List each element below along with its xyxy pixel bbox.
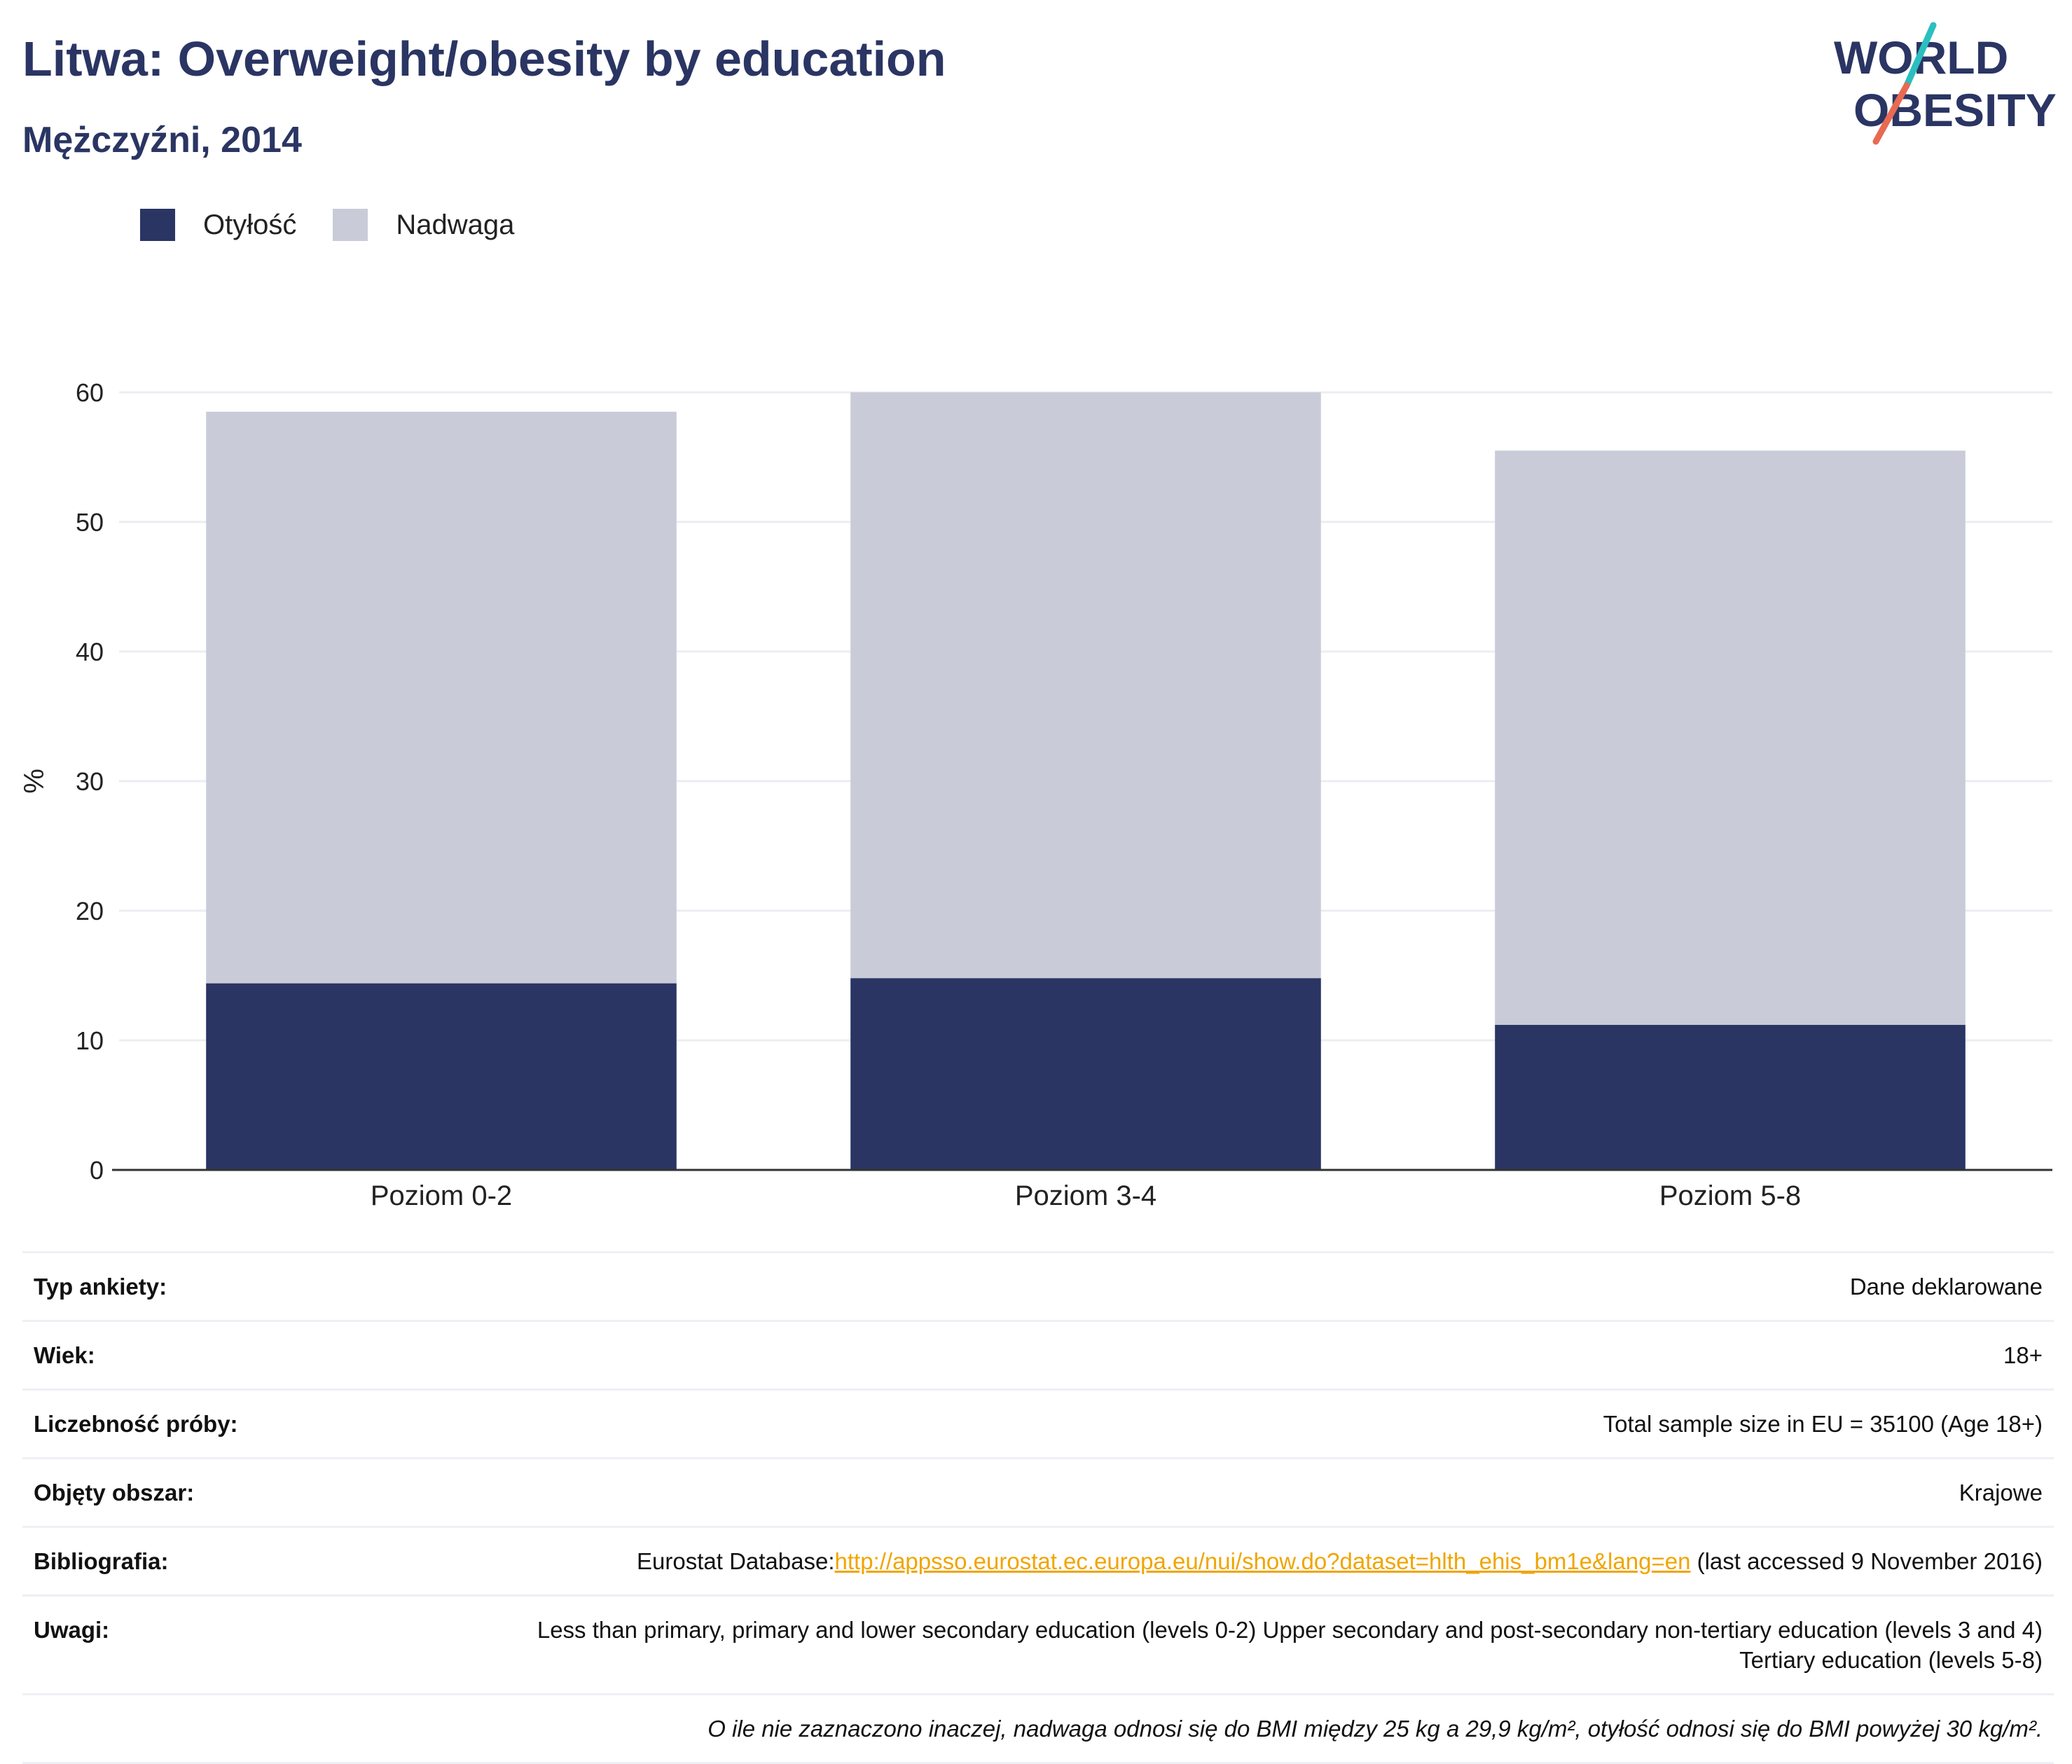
bar-obesity — [850, 978, 1321, 1170]
meta-key-area: Objęty obszar: — [34, 1480, 195, 1505]
meta-row-notes: Uwagi: Less than primary, primary and lo… — [22, 1597, 2054, 1695]
meta-row-sample-size: Liczebność próby: Total sample size in E… — [22, 1391, 2054, 1459]
stacked-bar-chart: 0 10 20 30 40 50 60% Poziom 0-2 Poziom 3-4 Poziom… — [19, 378, 2052, 1211]
meta-val-area: Krajowe — [1959, 1480, 2043, 1505]
bar-obesity — [1495, 1024, 1966, 1170]
bibliography-suffix: (last accessed 9 November 2016) — [1690, 1548, 2043, 1574]
meta-row-area: Objęty obszar: Krajowe — [22, 1459, 2054, 1528]
meta-key-sample-size: Liczebność próby: — [34, 1411, 238, 1437]
legend-item-overweight[interactable]: Nadwaga — [333, 209, 514, 241]
legend-label-obesity: Otyłość — [203, 209, 297, 240]
y-tick-label: 40 — [76, 638, 104, 666]
y-tick-label: 10 — [76, 1026, 104, 1055]
bar-overweight — [1495, 450, 1966, 1025]
y-tick-label: 30 — [76, 767, 104, 796]
logo-slash-top — [1903, 22, 1937, 89]
page-title: Litwa: Overweight/obesity by education — [22, 32, 946, 86]
meta-footnote: O ile nie zaznaczono inaczej, nadwaga od… — [707, 1716, 2043, 1742]
meta-key-survey-type: Typ ankiety: — [34, 1274, 167, 1300]
y-axis-label: % — [19, 769, 50, 794]
x-tick-label: Poziom 5-8 — [1659, 1180, 1801, 1211]
bar-obesity — [206, 983, 677, 1170]
meta-val-bibliography: Eurostat Database:http://appsso.eurostat… — [637, 1546, 2043, 1576]
chart-legend: Otyłość Nadwaga — [140, 209, 551, 241]
metadata-table: Typ ankiety: Dane deklarowane Wiek: 18+ … — [22, 1251, 2054, 1764]
meta-row-footnote: O ile nie zaznaczono inaczej, nadwaga od… — [22, 1695, 2054, 1764]
meta-key-notes: Uwagi: — [34, 1617, 110, 1643]
y-tick-label: 60 — [76, 378, 104, 407]
legend-swatch-obesity — [140, 209, 175, 241]
meta-row-age: Wiek: 18+ — [22, 1322, 2054, 1391]
bibliography-link[interactable]: http://appsso.eurostat.ec.europa.eu/nui/… — [834, 1548, 1691, 1574]
legend-item-obesity[interactable]: Otyłość — [140, 209, 296, 241]
meta-row-bibliography: Bibliografia: Eurostat Database:http://a… — [22, 1528, 2054, 1597]
meta-val-age: 18+ — [2003, 1342, 2043, 1368]
bar-overweight — [206, 411, 677, 984]
x-tick-label: Poziom 0-2 — [371, 1180, 512, 1211]
y-tick-label: 0 — [90, 1156, 104, 1185]
meta-val-sample-size: Total sample size in EU = 35100 (Age 18+… — [1603, 1411, 2043, 1437]
x-tick-label: Poziom 3-4 — [1015, 1180, 1156, 1211]
meta-val-survey-type: Dane deklarowane — [1849, 1274, 2043, 1300]
meta-key-bibliography: Bibliografia: — [34, 1548, 169, 1574]
bar-overweight — [850, 392, 1321, 979]
legend-label-overweight: Nadwaga — [396, 209, 515, 240]
page-subtitle: Mężczyźni, 2014 — [22, 120, 302, 160]
y-tick-label: 20 — [76, 897, 104, 925]
legend-swatch-overweight — [333, 209, 368, 241]
meta-val-notes: Less than primary, primary and lower sec… — [537, 1617, 2043, 1673]
meta-key-age: Wiek: — [34, 1342, 95, 1368]
bibliography-prefix: Eurostat Database: — [637, 1548, 835, 1574]
logo-slash-bottom — [1872, 82, 1910, 145]
meta-row-survey-type: Typ ankiety: Dane deklarowane — [22, 1253, 2054, 1322]
y-tick-label: 50 — [76, 508, 104, 537]
world-obesity-logo: WORLD OBESITY — [1834, 22, 2057, 145]
